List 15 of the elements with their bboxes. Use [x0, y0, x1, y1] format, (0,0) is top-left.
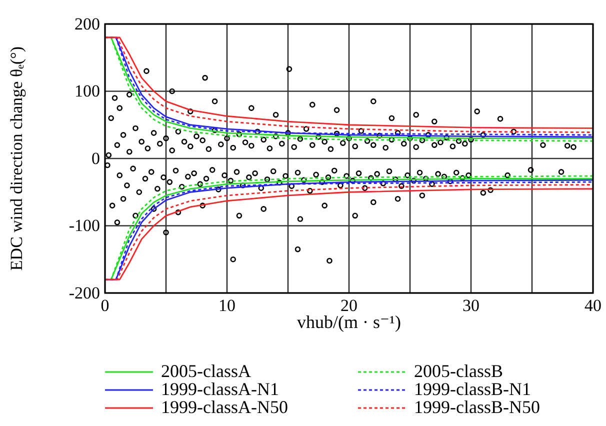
legend-label: 2005-classA — [161, 361, 251, 381]
legend-label: 1999-classA-N1 — [161, 379, 279, 399]
y-tick-label: -200 — [68, 283, 100, 302]
x-tick-label: 10 — [218, 296, 236, 316]
y-tick-label: 0 — [92, 148, 100, 168]
y-tick-label: 100 — [74, 82, 100, 101]
legend-label: 2005-classB — [414, 361, 503, 381]
y-tick-label: -100 — [68, 216, 100, 236]
legend-label: 1999-classB-N50 — [414, 397, 540, 417]
x-tick-label: 30 — [462, 296, 480, 316]
y-axis-title: EDC wind direction change θₑ(°) — [7, 46, 26, 271]
x-tick-label: 40 — [584, 296, 602, 316]
legend-label: 1999-classB-N1 — [414, 379, 531, 399]
legend-label: 1999-classA-N50 — [161, 397, 288, 417]
y-tick-label: 200 — [74, 14, 100, 34]
